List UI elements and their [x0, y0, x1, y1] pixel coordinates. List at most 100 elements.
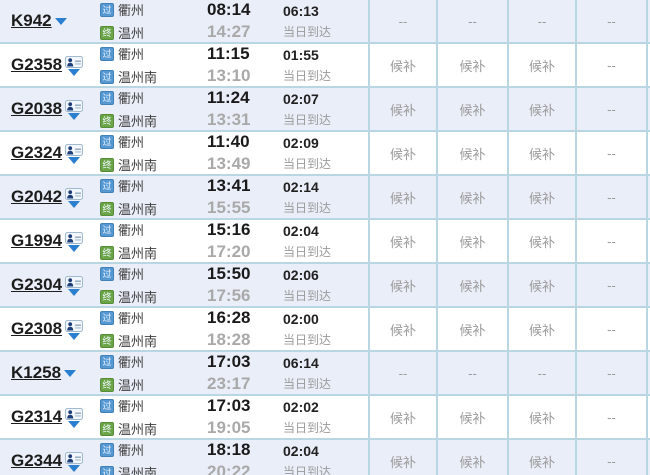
- seat-availability-cell: --: [575, 220, 646, 262]
- seat-availability-cell[interactable]: 候补: [507, 132, 575, 174]
- seat-availability-cell[interactable]: 候补: [368, 220, 436, 262]
- arrival-day-note: 当日到达: [283, 24, 332, 39]
- to-station-line: 终 温州: [100, 23, 207, 42]
- seat-availability-cell[interactable]: 候补: [507, 220, 575, 262]
- train-number-link[interactable]: G2042: [11, 187, 63, 206]
- from-station-name: 衢州: [118, 47, 145, 62]
- seat-availability-cell[interactable]: 候补: [368, 264, 436, 306]
- seat-availability-cell[interactable]: 候补: [436, 220, 507, 262]
- seat-availability-cell[interactable]: 候补: [368, 440, 436, 475]
- stations-block: 过 衢州 终 温州南: [95, 396, 207, 438]
- duration-block: 01:55 当日到达: [283, 47, 331, 84]
- arrival-day-note: 当日到达: [283, 200, 332, 215]
- to-station-line: 终 温州: [100, 375, 207, 394]
- train-row: K1258 过: [0, 352, 650, 396]
- seat-availability-cell[interactable]: 候补: [368, 308, 436, 350]
- seat-availability-cell[interactable]: 候补: [507, 44, 575, 86]
- seat-availability-cell[interactable]: 候补: [436, 440, 507, 475]
- expand-arrow-icon[interactable]: [68, 464, 81, 472]
- train-number-icons: [65, 187, 84, 208]
- stations-block: 过 衢州 过 温州南: [95, 440, 207, 475]
- arrival-day-note: 当日到达: [283, 332, 332, 347]
- seat-availability-cell[interactable]: 候补: [368, 132, 436, 174]
- from-station-line: 过 衢州: [100, 0, 207, 19]
- arrive-time: 17:56: [207, 286, 251, 305]
- expand-arrow-icon[interactable]: [68, 288, 81, 296]
- from-station-badge: 过: [100, 310, 114, 325]
- train-row: G2038 过: [0, 88, 650, 132]
- times-block: 13:41 15:55: [207, 176, 283, 218]
- duration-time: 06:14: [283, 354, 319, 371]
- seat-availability-cell[interactable]: 候补: [368, 176, 436, 218]
- depart-time: 11:24: [207, 88, 250, 107]
- train-number-link[interactable]: K942: [11, 11, 52, 30]
- expand-arrow-icon[interactable]: [68, 68, 81, 76]
- duration-block: 02:07 当日到达: [283, 91, 331, 128]
- expand-arrow-icon[interactable]: [68, 420, 81, 428]
- train-number-icons: [65, 55, 84, 76]
- table-edge-sliver: [646, 176, 650, 218]
- arrival-day-note: 当日到达: [283, 376, 332, 391]
- seat-availability-cell[interactable]: 候补: [368, 396, 436, 438]
- to-station-name: 温州南: [118, 290, 158, 305]
- seat-availability-cell[interactable]: 候补: [507, 88, 575, 130]
- to-station-line: 终 温州南: [100, 331, 207, 350]
- train-number-block: K1258: [0, 363, 95, 383]
- train-number-link[interactable]: G2038: [11, 99, 63, 118]
- train-number-link[interactable]: G2304: [11, 275, 63, 294]
- train-info-cell: G2314 过: [0, 396, 368, 438]
- train-number-link[interactable]: G2308: [11, 319, 63, 338]
- seat-availability-cell[interactable]: 候补: [436, 308, 507, 350]
- seat-availability-cell[interactable]: 候补: [436, 176, 507, 218]
- stations-block: 过 衢州 终 温州: [95, 0, 207, 42]
- to-station-badge: 终: [100, 333, 114, 348]
- seat-availability-cell[interactable]: 候补: [507, 176, 575, 218]
- expand-arrow-icon[interactable]: [64, 369, 77, 377]
- seat-availability-cell[interactable]: 候补: [507, 396, 575, 438]
- expand-arrow-icon[interactable]: [68, 156, 81, 164]
- duration-block: 02:04 当日到达: [283, 223, 331, 260]
- train-info-cell: K1258 过: [0, 352, 368, 394]
- train-info-cell: G2038 过: [0, 88, 368, 130]
- seat-availability-cell[interactable]: 候补: [436, 44, 507, 86]
- seat-availability-cell[interactable]: 候补: [436, 132, 507, 174]
- seat-availability-cell[interactable]: 候补: [368, 88, 436, 130]
- table-edge-sliver: [646, 396, 650, 438]
- train-number-link[interactable]: G1994: [11, 231, 63, 250]
- to-station-name: 温州: [118, 378, 145, 393]
- train-number-link[interactable]: G2358: [11, 55, 63, 74]
- duration-block: 06:14 当日到达: [283, 355, 331, 392]
- expand-arrow-icon[interactable]: [68, 332, 81, 340]
- seat-availability-cell[interactable]: 候补: [436, 88, 507, 130]
- to-station-name: 温州南: [118, 202, 158, 217]
- arrive-time: 20:22: [207, 462, 251, 475]
- train-number-link[interactable]: G2344: [11, 451, 63, 470]
- expand-arrow-icon[interactable]: [68, 200, 81, 208]
- duration-time: 01:55: [283, 46, 319, 63]
- from-station-line: 过 衢州: [100, 220, 207, 239]
- seat-availability-cell[interactable]: 候补: [507, 440, 575, 475]
- train-number-block: G2344: [0, 451, 95, 472]
- table-edge-sliver: [646, 220, 650, 262]
- seat-availability-cell[interactable]: 候补: [368, 44, 436, 86]
- seat-availability-cell[interactable]: 候补: [436, 396, 507, 438]
- duration-time: 02:00: [283, 310, 319, 327]
- depart-time: 08:14: [207, 0, 251, 19]
- to-station-badge: 终: [100, 201, 114, 216]
- duration-time: 02:06: [283, 266, 319, 283]
- train-number-link[interactable]: G2314: [11, 407, 63, 426]
- to-station-badge: 终: [100, 377, 114, 392]
- seat-availability-cell[interactable]: 候补: [436, 264, 507, 306]
- expand-arrow-icon[interactable]: [68, 244, 81, 252]
- seat-availability-cell[interactable]: 候补: [507, 264, 575, 306]
- train-number-link[interactable]: K1258: [11, 363, 62, 382]
- expand-arrow-icon[interactable]: [54, 17, 67, 25]
- train-number-link[interactable]: G2324: [11, 143, 63, 162]
- to-station-badge: 终: [100, 157, 114, 172]
- train-number-icons: [65, 319, 84, 340]
- from-station-badge: 过: [100, 398, 114, 413]
- expand-arrow-icon[interactable]: [68, 112, 81, 120]
- train-info-cell: G2324 过: [0, 132, 368, 174]
- seat-availability-cell[interactable]: 候补: [507, 308, 575, 350]
- from-station-name: 衢州: [118, 179, 145, 194]
